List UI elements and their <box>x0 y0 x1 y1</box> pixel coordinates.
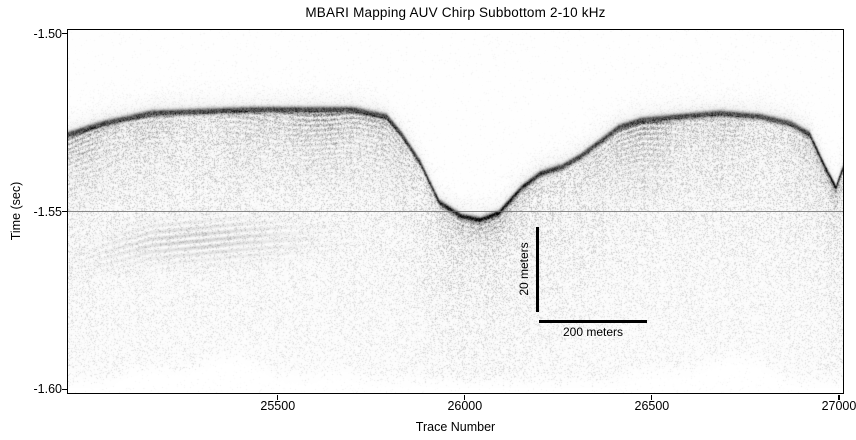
scale-bar-vertical-line <box>536 227 539 312</box>
x-tick-label: 25500 <box>260 399 296 413</box>
scale-bar-horizontal-label: 200 meters <box>562 325 624 339</box>
x-tick-mark <box>651 394 653 400</box>
y-tick-mark <box>62 210 67 213</box>
x-tick-label: 27000 <box>821 399 856 413</box>
scale-bar-horizontal-line <box>539 320 647 323</box>
x-axis-label: Trace Number <box>415 420 496 434</box>
time-gridline <box>68 211 843 213</box>
x-tick-mark <box>464 394 466 400</box>
y-tick-mark <box>62 388 67 390</box>
x-tick-mark <box>277 394 279 400</box>
plot-area: 20 meters 200 meters <box>67 29 844 394</box>
chart-title: MBARI Mapping AUV Chirp Subbottom 2-10 k… <box>305 5 606 20</box>
scale-bar-vertical-label: 20 meters <box>517 242 531 296</box>
x-tick-label: 26000 <box>447 399 483 413</box>
y-tick-mark <box>62 33 67 35</box>
x-tick-label: 26500 <box>634 399 670 413</box>
y-tick-label: -1.50 <box>33 26 63 41</box>
y-axis-label: Time (sec) <box>9 181 23 241</box>
y-tick-label: -1.60 <box>33 382 63 397</box>
y-tick-label: -1.55 <box>33 204 63 219</box>
x-tick-mark <box>838 394 840 400</box>
